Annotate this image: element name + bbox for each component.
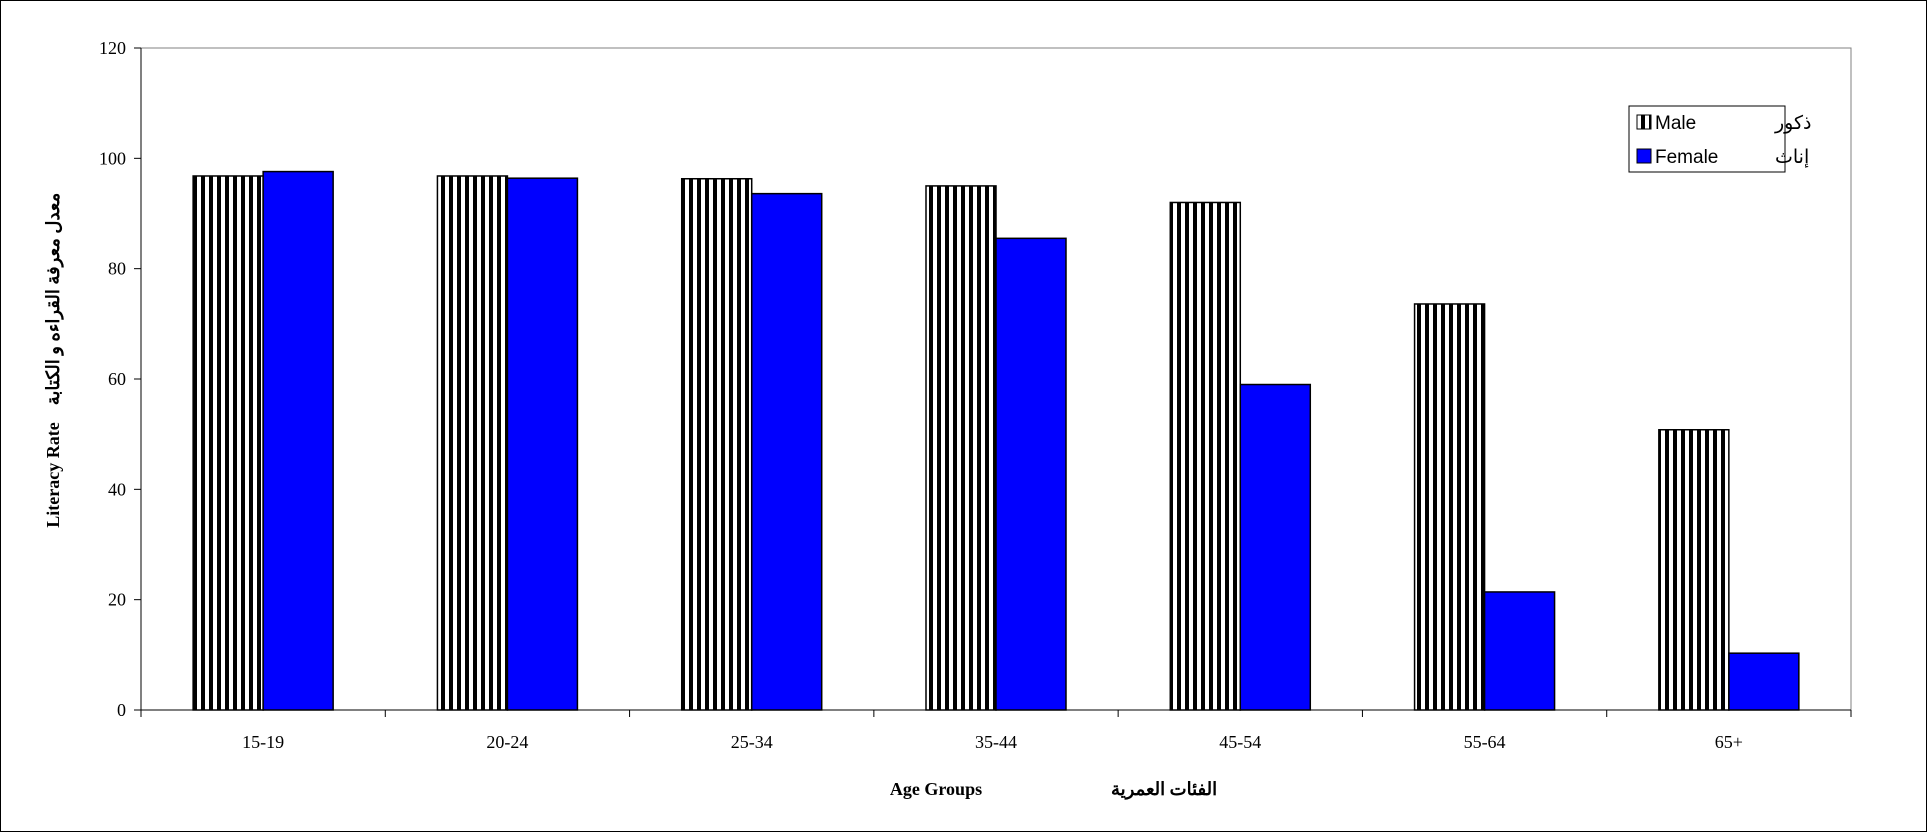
y-axis-title-ar: معدل معرفة القراءه و الكتابة — [43, 193, 64, 405]
x-axis-title-ar: الفئات العمرية — [1111, 779, 1217, 800]
legend-swatch-female — [1636, 148, 1652, 164]
bar-female-25-34 — [750, 192, 823, 711]
legend: Male ذكور Female إناث — [1628, 105, 1812, 173]
bar-male-15-19 — [192, 175, 264, 711]
bar-female-55-64 — [1483, 591, 1556, 711]
y-axis-title: Literacy Rate معدل معرفة القراءه و الكتا… — [43, 193, 64, 528]
bar-male-55-64 — [1413, 303, 1486, 711]
legend-label-female: Female — [1655, 147, 1718, 168]
legend-box — [1628, 105, 1786, 173]
x-tick-label: 65+ — [1715, 732, 1743, 752]
legend-label-female-ar: إناث — [1775, 147, 1809, 169]
x-axis-title: Age Groups الفئات العمرية — [890, 779, 1217, 800]
bar-female-15-19 — [262, 170, 334, 711]
x-tick-label: 25-34 — [731, 732, 773, 752]
bar-male-45-54 — [1169, 201, 1242, 711]
bar-female-35-44 — [995, 237, 1067, 711]
legend-label-male-ar: ذكور — [1774, 113, 1812, 134]
bar-female-20-24 — [506, 177, 579, 711]
y-tick-label: 80 — [108, 259, 126, 279]
bar-female-65+ — [1728, 652, 1800, 711]
x-tick-label: 20-24 — [486, 732, 528, 752]
x-tick-label: 55-64 — [1464, 732, 1506, 752]
y-tick-label: 20 — [108, 590, 126, 610]
legend-swatch-male — [1636, 114, 1652, 130]
y-tick-label: 120 — [99, 38, 126, 58]
bar-female-45-54 — [1239, 383, 1312, 711]
x-axis-title-en: Age Groups — [890, 779, 982, 799]
plot-area: 0 20 40 60 80 100 120 15-19 20-24 25-34 35-44 45-54… — [99, 38, 1852, 752]
y-axis-title-en: Literacy Rate — [43, 422, 63, 527]
x-tick-label: 45-54 — [1219, 732, 1261, 752]
bar-male-35-44 — [925, 185, 997, 711]
x-tick-label: 35-44 — [975, 732, 1017, 752]
y-tick-label: 60 — [108, 369, 126, 389]
y-tick-label: 0 — [117, 700, 126, 720]
y-tick-label: 40 — [108, 479, 126, 499]
legend-label-male: Male — [1655, 113, 1696, 134]
x-tick-label: 15-19 — [242, 732, 284, 752]
bar-male-65+ — [1658, 429, 1730, 711]
bar-male-20-24 — [436, 175, 509, 711]
y-tick-label: 100 — [99, 148, 126, 168]
bar-male-25-34 — [680, 177, 753, 711]
